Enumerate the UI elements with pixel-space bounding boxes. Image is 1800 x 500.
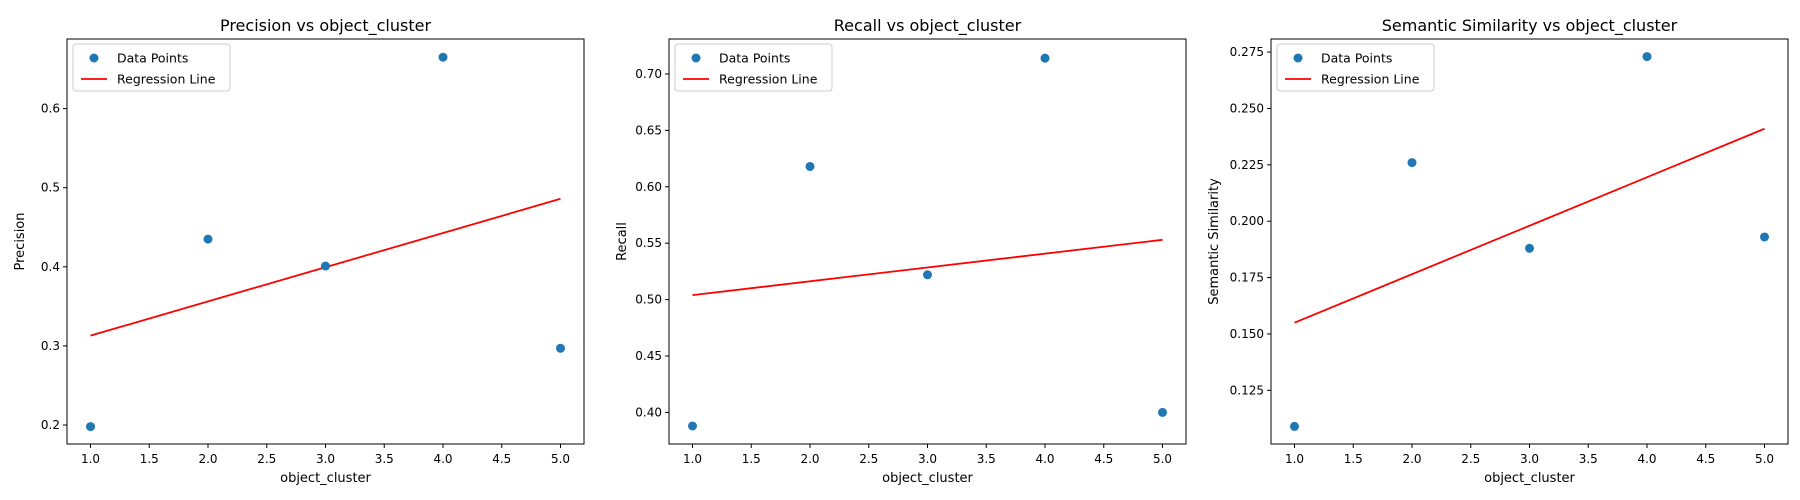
x-axis-label: object_cluster: [280, 471, 371, 486]
chart-panel-1: Precision vs object_cluster 1.0 1.5 2.0 2.5 3…: [13, 16, 585, 486]
legend-box: [1276, 43, 1435, 92]
legend-box: [674, 43, 833, 92]
x-tick-label: 3.0: [316, 452, 335, 466]
x-tick-label: 2.5: [257, 452, 276, 466]
x-tick-label: 3.5: [1579, 452, 1598, 466]
data-point: [1158, 407, 1167, 417]
x-tick-label: 5.0: [1153, 452, 1172, 466]
y-tick-label: 0.60: [635, 180, 662, 194]
y-axis-label: Precision: [13, 212, 28, 270]
legend-label-regression-line: Regression Line: [719, 72, 818, 87]
x-tick-label: 4.5: [1696, 452, 1715, 466]
data-point: [1407, 158, 1417, 168]
y-tick-label: 0.50: [635, 293, 662, 307]
chart-panel-3: Semantic Similarity vs object_cluster 1.0…: [1207, 16, 1789, 486]
data-point: [1760, 232, 1769, 242]
data-point: [1290, 421, 1299, 431]
y-tick-label: 0.2: [41, 418, 60, 432]
y-tick-label: 0.4: [41, 260, 60, 274]
data-point: [1642, 52, 1652, 62]
data-point: [805, 161, 815, 171]
legend-label-data-points: Data Points: [719, 51, 790, 66]
legend-label-data-points: Data Points: [117, 51, 188, 66]
legend-label-regression-line: Regression Line: [1321, 72, 1420, 87]
x-tick-label: 5.0: [1755, 452, 1774, 466]
chart-title: Recall vs object_cluster: [834, 16, 1022, 36]
x-tick-label: 3.5: [977, 452, 996, 466]
legend: Data Points Regression Line: [72, 43, 231, 92]
legend: Data Points Regression Line: [674, 43, 833, 92]
y-tick-label: 0.250: [1230, 101, 1264, 115]
data-point: [203, 234, 213, 244]
y-tick-label: 0.40: [635, 405, 662, 419]
x-tick-label: 1.5: [1344, 452, 1363, 466]
data-point: [1040, 53, 1050, 63]
data-point: [923, 270, 932, 280]
y-tick-label: 0.5: [41, 181, 60, 195]
x-tick-label: 5.0: [551, 452, 570, 466]
x-tick-label: 2.5: [1461, 452, 1480, 466]
plot-frame: [66, 38, 585, 445]
x-tick-label: 1.5: [140, 452, 159, 466]
x-tick-label: 1.5: [742, 452, 761, 466]
x-axis-label: object_cluster: [1484, 471, 1575, 486]
data-point: [688, 421, 697, 431]
y-tick-label: 0.55: [635, 236, 662, 250]
x-tick-label: 3.5: [375, 452, 394, 466]
x-tick-label: 3.0: [918, 452, 937, 466]
plot-frame: [1270, 38, 1789, 445]
y-tick-label: 0.200: [1230, 214, 1264, 228]
x-tick-label: 4.0: [433, 452, 452, 466]
x-tick-label: 1.0: [683, 452, 702, 466]
x-axis-label: object_cluster: [882, 471, 973, 486]
y-tick-label: 0.3: [41, 339, 60, 353]
y-tick-label: 0.65: [635, 123, 662, 137]
legend-marker-data-points: [1293, 53, 1303, 63]
y-tick-label: 0.175: [1230, 271, 1264, 285]
data-point: [321, 261, 330, 271]
y-tick-label: 0.150: [1230, 327, 1264, 341]
legend-marker-data-points: [691, 53, 701, 63]
plot-frame: [668, 38, 1187, 445]
x-tick-label: 4.5: [1094, 452, 1113, 466]
chart-title: Precision vs object_cluster: [220, 16, 432, 36]
x-tick-label: 3.0: [1520, 452, 1539, 466]
legend-box: [72, 43, 231, 92]
y-tick-label: 0.125: [1230, 383, 1264, 397]
x-tick-label: 2.5: [859, 452, 878, 466]
y-tick-label: 0.275: [1230, 45, 1264, 59]
legend: Data Points Regression Line: [1276, 43, 1435, 92]
data-point: [86, 422, 95, 432]
y-axis-label: Recall: [615, 222, 630, 261]
data-point: [438, 52, 448, 62]
legend-label-data-points: Data Points: [1321, 51, 1392, 66]
x-tick-label: 1.0: [81, 452, 100, 466]
y-tick-label: 0.225: [1230, 158, 1264, 172]
y-axis-label: Semantic Similarity: [1207, 178, 1222, 305]
legend-marker-data-points: [89, 53, 99, 63]
x-tick-label: 4.5: [492, 452, 511, 466]
y-tick-label: 0.70: [635, 67, 662, 81]
regression-line: [692, 238, 1163, 296]
regression-line: [1294, 127, 1765, 324]
y-tick-label: 0.6: [41, 102, 60, 116]
x-tick-label: 2.0: [198, 452, 217, 466]
data-point: [1525, 243, 1534, 253]
data-point: [556, 343, 565, 353]
x-tick-label: 2.0: [1402, 452, 1421, 466]
chart-title: Semantic Similarity vs object_cluster: [1382, 16, 1678, 36]
x-tick-label: 2.0: [800, 452, 819, 466]
x-tick-label: 4.0: [1035, 452, 1054, 466]
chart-panel-2: Recall vs object_cluster 1.0 1.5 2.0 2.5 3.0 3…: [615, 16, 1187, 486]
x-tick-label: 4.0: [1637, 452, 1656, 466]
y-tick-label: 0.45: [635, 349, 662, 363]
x-tick-label: 1.0: [1285, 452, 1304, 466]
legend-label-regression-line: Regression Line: [117, 72, 216, 87]
